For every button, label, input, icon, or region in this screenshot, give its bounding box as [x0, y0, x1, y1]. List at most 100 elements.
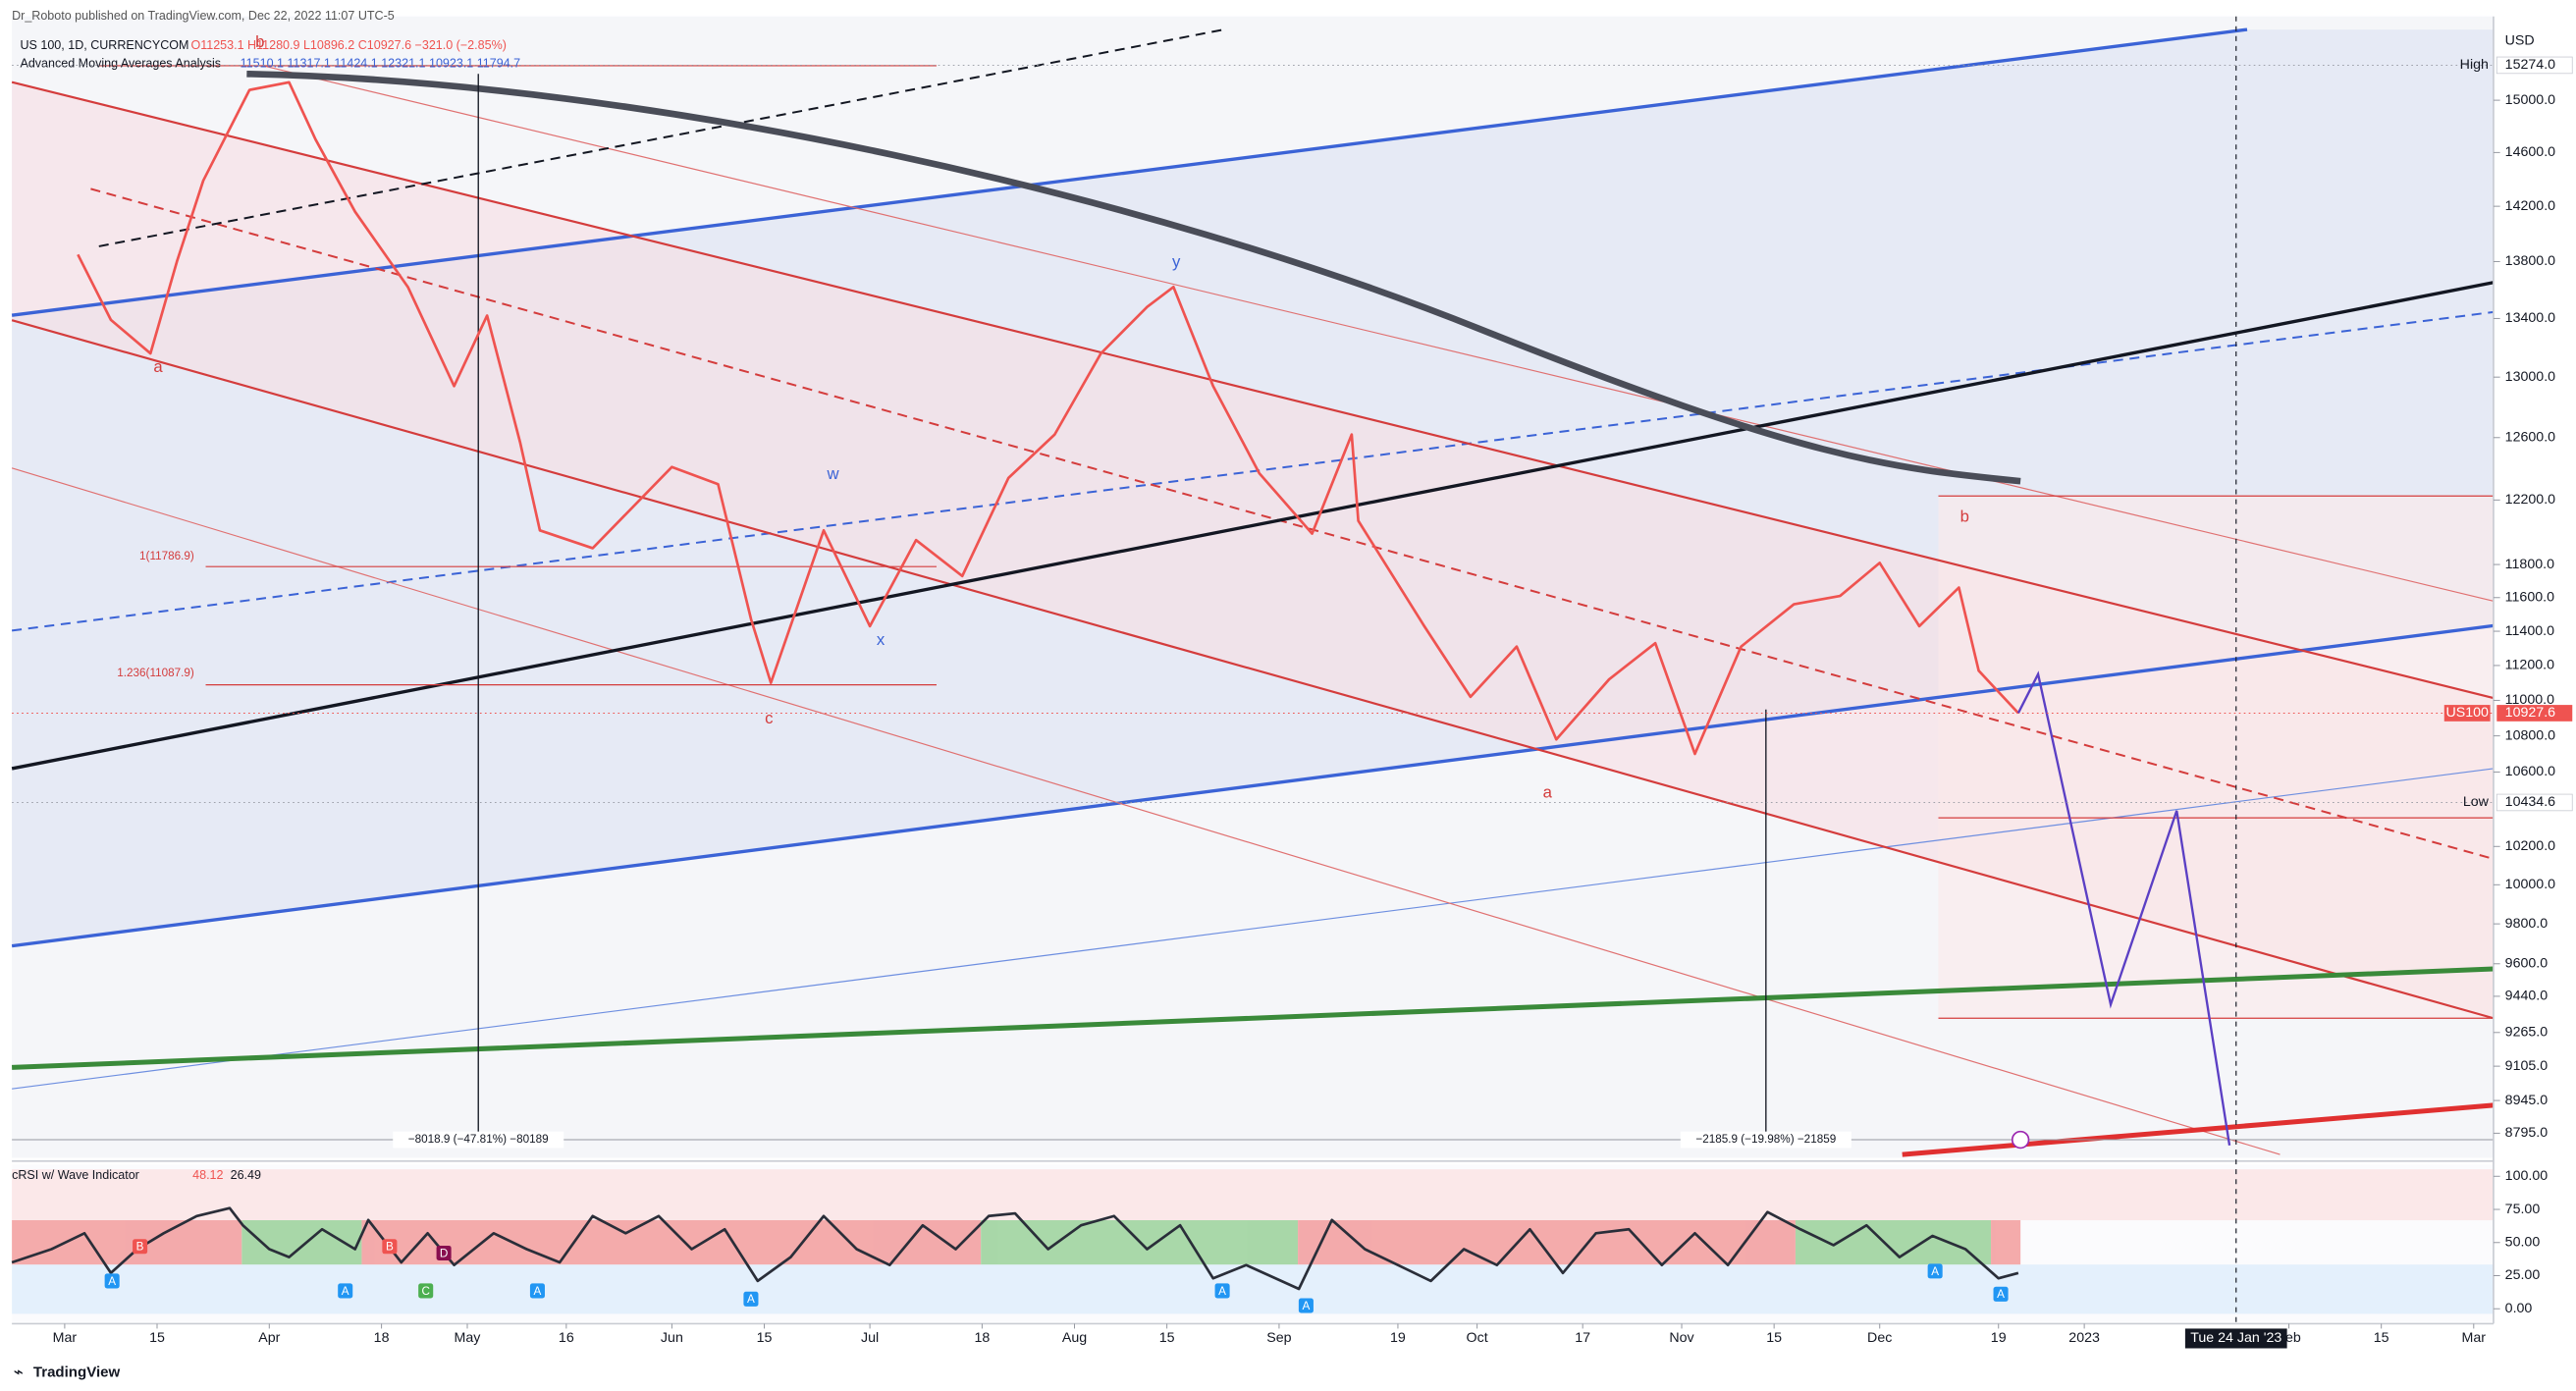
last-price-label: 10927.6 [2505, 705, 2555, 721]
x-tick-label: Aug [1062, 1330, 1087, 1346]
signal-label: A [342, 1285, 349, 1298]
y-tick-label: 10800.0 [2505, 727, 2555, 743]
signal-box [382, 1239, 398, 1255]
y-tick-label: 12200.0 [2505, 492, 2555, 508]
x-tick-label: 15 [149, 1330, 165, 1346]
indicator-values: 11510.1 11317.1 11424.1 12321.1 10923.1 … [241, 57, 520, 71]
measurement-box [1680, 1131, 1852, 1149]
signal-label: A [747, 1293, 755, 1306]
y-tick-label: 9600.0 [2505, 956, 2549, 972]
y-tick-label: 14600.0 [2505, 144, 2555, 160]
y-tick-label: 13000.0 [2505, 369, 2555, 385]
fib-label: 1.236(11087.9) [117, 667, 194, 679]
signal-label: A [1931, 1265, 1939, 1278]
price-axis [2493, 0, 2576, 1391]
trend-line [11, 80, 2495, 700]
y-tick-label: 9265.0 [2505, 1025, 2549, 1041]
y-tick-label: 11400.0 [2505, 623, 2554, 639]
indicator-name: Advanced Moving Averages Analysis [20, 57, 221, 71]
y-axis: 15000.0 14600.0 14200.0 13800.0 13400.0 13000… [2493, 92, 2555, 1141]
currency: USD [2505, 33, 2535, 49]
brand: TradingView [33, 1364, 121, 1381]
wave-label: b [1960, 507, 1969, 525]
x-tick-label: 15 [2374, 1330, 2389, 1346]
measurement-label: −2185.9 (−19.98%) −21859 [1695, 1133, 1836, 1146]
trend-line [12, 966, 2495, 1070]
signal-box [104, 1273, 120, 1289]
y-tick-label: 10200.0 [2505, 838, 2555, 854]
price-marker-name: High [2460, 57, 2489, 73]
signal-box [743, 1291, 759, 1307]
y-tick-label: 9440.0 [2505, 989, 2549, 1004]
signal-label: B [136, 1241, 144, 1254]
y-tick-label: 9800.0 [2505, 916, 2549, 932]
wave-label: b [255, 32, 264, 51]
symbol: US 100, 1D, CURRENCYCOM [20, 38, 188, 52]
x-tick-label: Dec [1867, 1330, 1892, 1346]
overbought-zone [12, 1169, 2494, 1221]
fib-label: 1(11786.9) [139, 550, 194, 562]
signal-label: A [108, 1275, 116, 1288]
x-tick-label: 19 [1390, 1330, 1406, 1346]
indicator-title: cRSI w/ Wave Indicator [12, 1168, 139, 1182]
y-tick-label: 50.00 [2505, 1235, 2541, 1251]
wave-label: a [1543, 782, 1553, 801]
price-line [11, 1206, 2019, 1291]
price-marker-box [2496, 56, 2573, 75]
signal-box [418, 1283, 434, 1299]
trend-line [11, 27, 2248, 317]
crosshair-label: Tue 24 Jan '23 [2190, 1330, 2281, 1346]
price-marker-label: 15274.0 [2505, 57, 2555, 73]
wave-label: w [827, 464, 840, 483]
measurement-box [393, 1131, 564, 1149]
trend-line [262, 65, 2495, 602]
wave-label: y [1172, 252, 1181, 271]
y-tick-label: 10000.0 [2505, 877, 2555, 892]
x-tick-label: Apr [258, 1330, 280, 1346]
ohlc: O11253.1 H11280.9 L10896.2 C10927.6 −321… [190, 38, 506, 52]
x-tick-label: Mar [53, 1330, 78, 1346]
signal-label: A [1218, 1285, 1226, 1298]
signal-box [1993, 1286, 2009, 1302]
trend-line [11, 281, 2495, 771]
trend-line [11, 319, 2495, 1020]
trend-line [12, 768, 2495, 1090]
y-tick-label: 11200.0 [2505, 658, 2554, 673]
x-tick-label: 18 [374, 1330, 390, 1346]
y-tick-label: 15000.0 [2505, 92, 2555, 108]
target-zone [1938, 496, 2494, 1019]
signal-box [338, 1283, 353, 1299]
x-tick-label: Sep [1266, 1330, 1291, 1346]
signal-label: B [386, 1241, 394, 1254]
x-tick-label: 2023 [2068, 1330, 2100, 1346]
x-tick-label: 15 [1159, 1330, 1175, 1346]
moving-average [246, 70, 2021, 485]
signal-label: A [1302, 1300, 1310, 1312]
y-tick-label: 12600.0 [2505, 430, 2555, 446]
signal-label: A [1997, 1288, 2005, 1301]
x-tick-label: 19 [1991, 1330, 2007, 1346]
signal-label: C [421, 1285, 429, 1298]
price-marker-name: Low [2463, 794, 2490, 810]
y-tick-label: 11600.0 [2505, 590, 2554, 606]
y-tick-label: 8795.0 [2505, 1125, 2549, 1141]
y-tick-label: 11000.0 [2505, 692, 2554, 708]
x-tick-label: Jun [661, 1330, 683, 1346]
x-tick-label: 18 [974, 1330, 990, 1346]
signal-box [1214, 1283, 1230, 1299]
trend-line [11, 310, 2495, 632]
y-tick-label: 10600.0 [2505, 764, 2555, 779]
x-tick-label: Jul [861, 1330, 879, 1346]
x-tick-label: 15 [757, 1330, 773, 1346]
x-tick-label: Oct [1467, 1330, 1488, 1346]
y-tick-label: 25.00 [2505, 1267, 2541, 1283]
price-marker-box [2496, 793, 2573, 812]
y-tick-label: 9105.0 [2505, 1058, 2549, 1074]
signal-box [529, 1283, 545, 1299]
y-axis: 100.00 75.00 50.00 25.00 0.00 [2493, 1168, 2548, 1316]
trend-line [11, 467, 2281, 1155]
y-tick-label: 0.00 [2505, 1301, 2533, 1316]
